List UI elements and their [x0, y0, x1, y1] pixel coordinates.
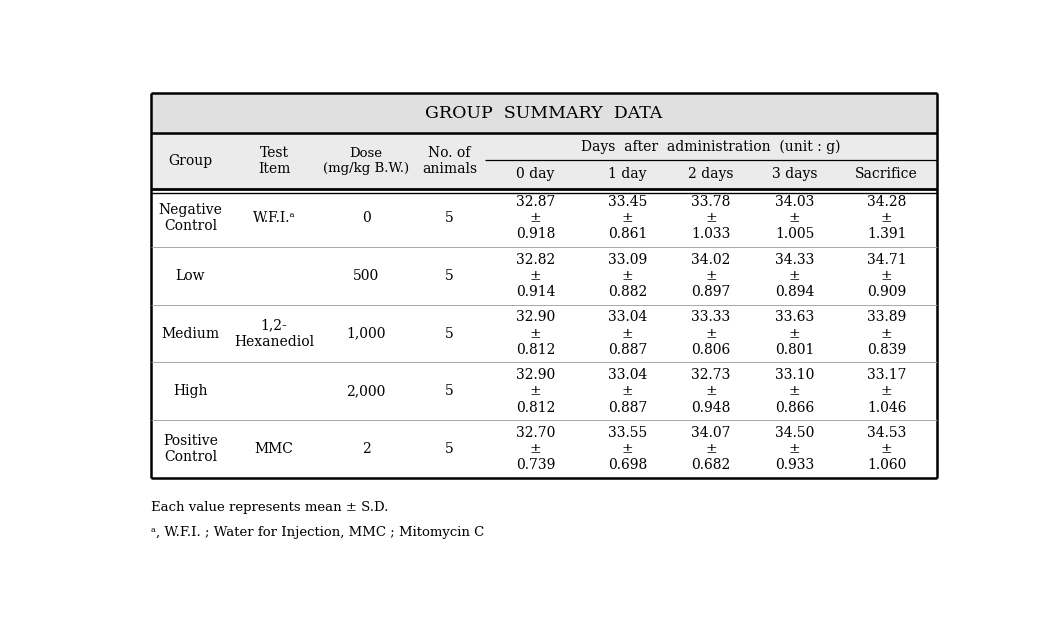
Text: 32.82
±
0.914: 32.82 ± 0.914 [516, 253, 555, 299]
Text: 33.04
±
0.887: 33.04 ± 0.887 [608, 368, 647, 415]
Text: 32.73
±
0.948: 32.73 ± 0.948 [692, 368, 731, 415]
Text: ᵃ, W.F.I. ; Water for Injection, MMC ; Mitomycin C: ᵃ, W.F.I. ; Water for Injection, MMC ; M… [151, 526, 484, 539]
Text: 33.63
±
0.801: 33.63 ± 0.801 [775, 310, 815, 357]
Text: 34.53
±
1.060: 34.53 ± 1.060 [867, 426, 906, 472]
Text: 33.17
±
1.046: 33.17 ± 1.046 [867, 368, 906, 415]
Text: 32.70
±
0.739: 32.70 ± 0.739 [516, 426, 555, 472]
Text: 34.02
±
0.897: 34.02 ± 0.897 [692, 253, 731, 299]
Text: 2,000: 2,000 [346, 384, 386, 398]
Text: 0: 0 [362, 211, 370, 225]
Text: 0 day: 0 day [517, 167, 555, 182]
Text: 34.07
±
0.682: 34.07 ± 0.682 [692, 426, 731, 472]
Text: 500: 500 [353, 269, 379, 283]
Text: Positive
Control: Positive Control [163, 434, 218, 464]
Text: 2 days: 2 days [689, 167, 734, 182]
Text: 34.28
±
1.391: 34.28 ± 1.391 [867, 195, 906, 241]
Bar [151, 133, 937, 189]
Text: 34.71
±
0.909: 34.71 ± 0.909 [867, 253, 906, 299]
Text: Days  after  administration  (unit : g): Days after administration (unit : g) [581, 139, 840, 154]
Text: 33.89
±
0.839: 33.89 ± 0.839 [867, 310, 906, 357]
Text: 34.33
±
0.894: 34.33 ± 0.894 [775, 253, 815, 299]
Text: 32.90
±
0.812: 32.90 ± 0.812 [516, 368, 555, 415]
Text: GROUP  SUMMARY  DATA: GROUP SUMMARY DATA [425, 104, 662, 122]
Text: 32.90
±
0.812: 32.90 ± 0.812 [516, 310, 555, 357]
Text: Dose
(mg/kg B.W.): Dose (mg/kg B.W.) [323, 147, 410, 175]
Bar [151, 189, 937, 478]
Text: 33.45
±
0.861: 33.45 ± 0.861 [608, 195, 647, 241]
Text: Negative
Control: Negative Control [158, 203, 223, 233]
Text: No. of
animals: No. of animals [422, 146, 477, 176]
Text: 5: 5 [446, 327, 454, 341]
Text: 5: 5 [446, 384, 454, 398]
Text: 34.03
±
1.005: 34.03 ± 1.005 [775, 195, 815, 241]
Text: 33.55
±
0.698: 33.55 ± 0.698 [608, 426, 647, 472]
Text: 2: 2 [362, 442, 370, 456]
Text: 1 day: 1 day [608, 167, 646, 182]
Text: 5: 5 [446, 269, 454, 283]
Text: 33.04
±
0.887: 33.04 ± 0.887 [608, 310, 647, 357]
Text: High: High [173, 384, 208, 398]
Text: MMC: MMC [255, 442, 294, 456]
Text: Low: Low [176, 269, 205, 283]
Bar [151, 93, 937, 133]
Text: Group: Group [169, 154, 212, 168]
Text: 33.10
±
0.866: 33.10 ± 0.866 [775, 368, 815, 415]
Text: 5: 5 [446, 442, 454, 456]
Text: 5: 5 [446, 211, 454, 225]
Text: 1,000: 1,000 [346, 327, 386, 341]
Text: 33.33
±
0.806: 33.33 ± 0.806 [692, 310, 731, 357]
Text: 32.87
±
0.918: 32.87 ± 0.918 [516, 195, 555, 241]
Text: Each value represents mean ± S.D.: Each value represents mean ± S.D. [151, 501, 388, 514]
Text: 3 days: 3 days [772, 167, 817, 182]
Text: Test
Item: Test Item [258, 146, 291, 176]
Text: 33.09
±
0.882: 33.09 ± 0.882 [608, 253, 647, 299]
Text: 1,2-
Hexanediol: 1,2- Hexanediol [234, 318, 314, 349]
Text: Medium: Medium [161, 327, 220, 341]
Text: Sacrifice: Sacrifice [855, 167, 918, 182]
Text: W.F.I.ᵃ: W.F.I.ᵃ [253, 211, 295, 225]
Text: 34.50
±
0.933: 34.50 ± 0.933 [775, 426, 815, 472]
Text: 33.78
±
1.033: 33.78 ± 1.033 [692, 195, 731, 241]
